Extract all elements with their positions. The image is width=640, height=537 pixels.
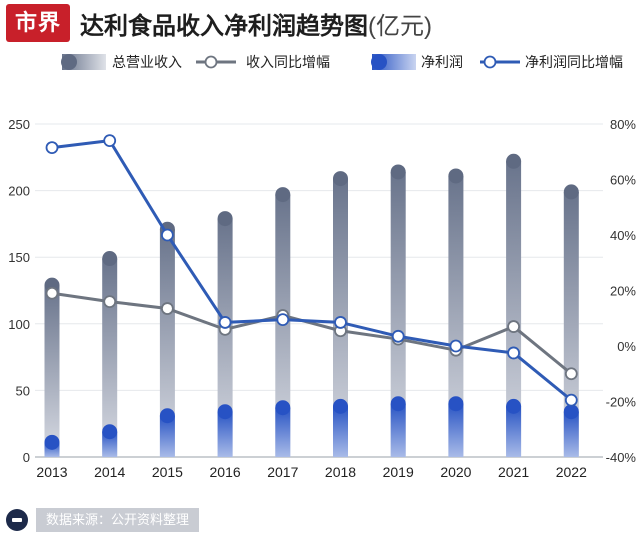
source-text: 数据来源：公开资料整理 [36,508,200,532]
revenue-bar [217,218,233,457]
y-right-tick-label: -20% [606,395,637,410]
revenue-bar [44,285,60,457]
chart-legend: 总营业收入 收入同比增幅 净利润 净利润同比增幅 [61,54,623,70]
y-right-tick-label: 0% [617,339,636,354]
net-profit-bar [448,403,464,457]
net-profit-bar [217,411,233,457]
y-right-tick-label: 20% [610,284,636,299]
net-profit-bar [333,406,348,457]
revenue-bar [390,171,406,457]
y-left-tick-label: 100 [8,317,30,332]
revenue-bar [102,258,118,457]
net-profit-bar-cap [44,434,60,450]
y-left-tick-label: 0 [23,450,30,465]
legend-net-profit-growth-marker [483,55,497,69]
legend-net-profit-label: 净利润 [421,54,463,70]
legend-revenue-growth-marker [204,55,218,69]
bars-group [44,153,579,457]
y-right-tick-label: 60% [610,173,636,188]
axes-group: 0 50 100 150 200 250 -40% -20% 0% 20% 40% 60% 80% 201… [8,117,636,480]
net-profit-growth-point [276,313,290,327]
y-left-tick-label: 150 [8,250,30,265]
x-tick-label: 2018 [325,464,356,480]
source-icon [6,509,28,531]
x-tick-label: 2015 [152,464,183,480]
y-right-tick-label: -40% [606,450,637,465]
revenue-bar-cap [390,164,406,180]
net-profit-bar-cap [390,396,406,412]
legend-net-profit-growth-label: 净利润同比增幅 [525,54,623,70]
revenue-bar-cap [333,171,348,187]
net-profit-growth-point [160,228,174,242]
brand-logo: 市界 [6,4,70,42]
net-profit-growth-point [218,316,232,329]
chart-title-main: 达利食品收入净利润趋势图 [80,13,368,40]
net-profit-bar-cap [275,400,291,416]
net-profit-growth-point [45,141,59,154]
revenue-bar-cap [506,153,522,169]
net-profit-bar [159,415,175,457]
legend-revenue-growth-label: 收入同比增幅 [246,54,330,70]
revenue-growth-point [160,302,174,315]
revenue-bar [448,175,464,457]
net-profit-bar-cap [448,396,464,412]
y-left-tick-label: 250 [8,117,30,132]
revenue-bar-cap [275,187,291,203]
net-profit-bar-cap [563,404,579,420]
net-profit-growth-point [564,393,578,407]
x-tick-label: 2021 [498,464,529,480]
revenue-bar-cap [448,168,464,184]
revenue-growth-line [51,291,573,375]
chart-title: 达利食品收入净利润趋势图(亿元) [80,6,432,41]
x-tick-label: 2014 [94,464,125,480]
revenue-bar [506,161,522,457]
x-tick-label: 2019 [383,464,414,480]
legend-revenue-cap [61,54,77,70]
net-profit-bar [275,407,291,457]
revenue-bar [563,191,579,457]
source-note: 数据来源：公开资料整理 [6,508,200,532]
net-profit-bar [563,411,579,457]
revenue-growth-point [103,295,117,309]
x-tick-label: 2022 [556,464,587,480]
net-profit-growth-point [449,339,463,353]
y-right-tick-label: 40% [610,228,636,243]
net-profit-growth-point [507,346,520,360]
lines-group [45,134,578,407]
revenue-bar-cap [217,211,233,227]
y-left-tick-label: 200 [8,184,30,199]
revenue-growth-point [45,286,59,300]
net-profit-bar [506,406,522,457]
net-profit-bar-cap [159,408,175,424]
chart-title-unit: (亿元) [368,13,432,40]
y-right-tick-label: 80% [610,117,636,132]
x-tick-label: 2016 [210,464,241,480]
legend-revenue-label: 总营业收入 [112,54,182,70]
revenue-growth-point [507,320,520,333]
net-profit-bar-cap [217,404,233,420]
revenue-bar-cap [102,251,118,267]
net-profit-bar-cap [102,424,118,440]
net-profit-growth-line [51,139,573,402]
revenue-bar [159,229,175,457]
net-profit-bar [390,403,406,457]
y-left-tick-label: 50 [16,383,30,398]
net-profit-growth-point [103,134,117,148]
revenue-bar-cap [563,184,579,200]
net-profit-bar-cap [506,398,522,414]
net-profit-growth-point [391,329,405,343]
x-tick-label: 2017 [267,464,298,480]
net-profit-growth-point [334,316,347,329]
net-profit-bar-cap [333,398,348,414]
legend-net-profit-cap [371,54,387,70]
revenue-growth-point [564,367,578,381]
x-tick-label: 2013 [36,464,67,480]
x-tick-label: 2020 [440,464,471,480]
